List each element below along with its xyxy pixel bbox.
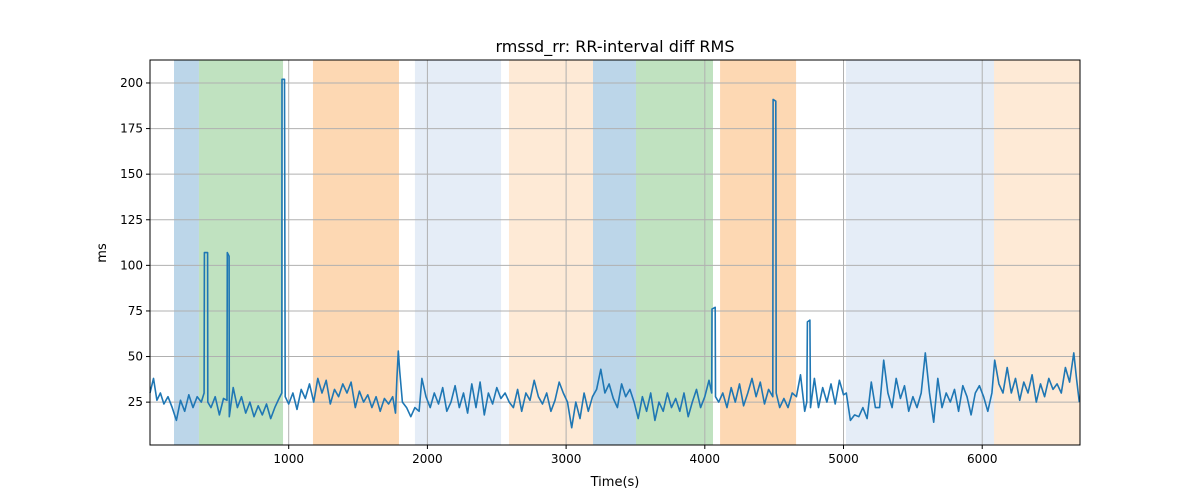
x-tick-label: 2000 (412, 452, 443, 466)
shaded-region (846, 60, 995, 445)
x-tick-label: 5000 (828, 452, 859, 466)
y-tick-label: 200 (120, 76, 143, 90)
series-line-rmssd_rr (149, 78, 1081, 429)
x-tick-label: 1000 (273, 452, 304, 466)
shaded-region (994, 60, 1080, 445)
series (149, 78, 1081, 429)
shaded-region (593, 60, 637, 445)
shaded-regions (173, 60, 1080, 445)
shaded-region (414, 60, 502, 445)
y-tick-label: 25 (128, 395, 143, 409)
y-tick-label: 100 (120, 258, 143, 272)
x-tick-label: 3000 (551, 452, 582, 466)
shaded-region (636, 60, 713, 445)
x-tick-label: 6000 (967, 452, 998, 466)
y-tick-label: 75 (128, 304, 143, 318)
ticks: 1000 2000 3000 4000 5000 6000 25 50 75 100 125 150 1… (120, 76, 997, 466)
axes-frame (149, 59, 1081, 446)
shaded-region (198, 60, 284, 445)
y-tick-label: 50 (128, 350, 143, 364)
y-axis-label: ms (95, 243, 110, 263)
y-tick-label: 175 (120, 122, 143, 136)
shaded-region (508, 60, 594, 445)
x-tick-label: 4000 (690, 452, 721, 466)
x-axis-label: Time(s) (590, 475, 640, 490)
y-tick-label: 125 (120, 213, 143, 227)
chart-title: rmssd_rr: RR-interval diff RMS (495, 37, 734, 57)
shaded-region (173, 60, 199, 445)
shaded-region (312, 60, 399, 445)
y-tick-label: 150 (120, 167, 143, 181)
shaded-region (720, 60, 797, 445)
